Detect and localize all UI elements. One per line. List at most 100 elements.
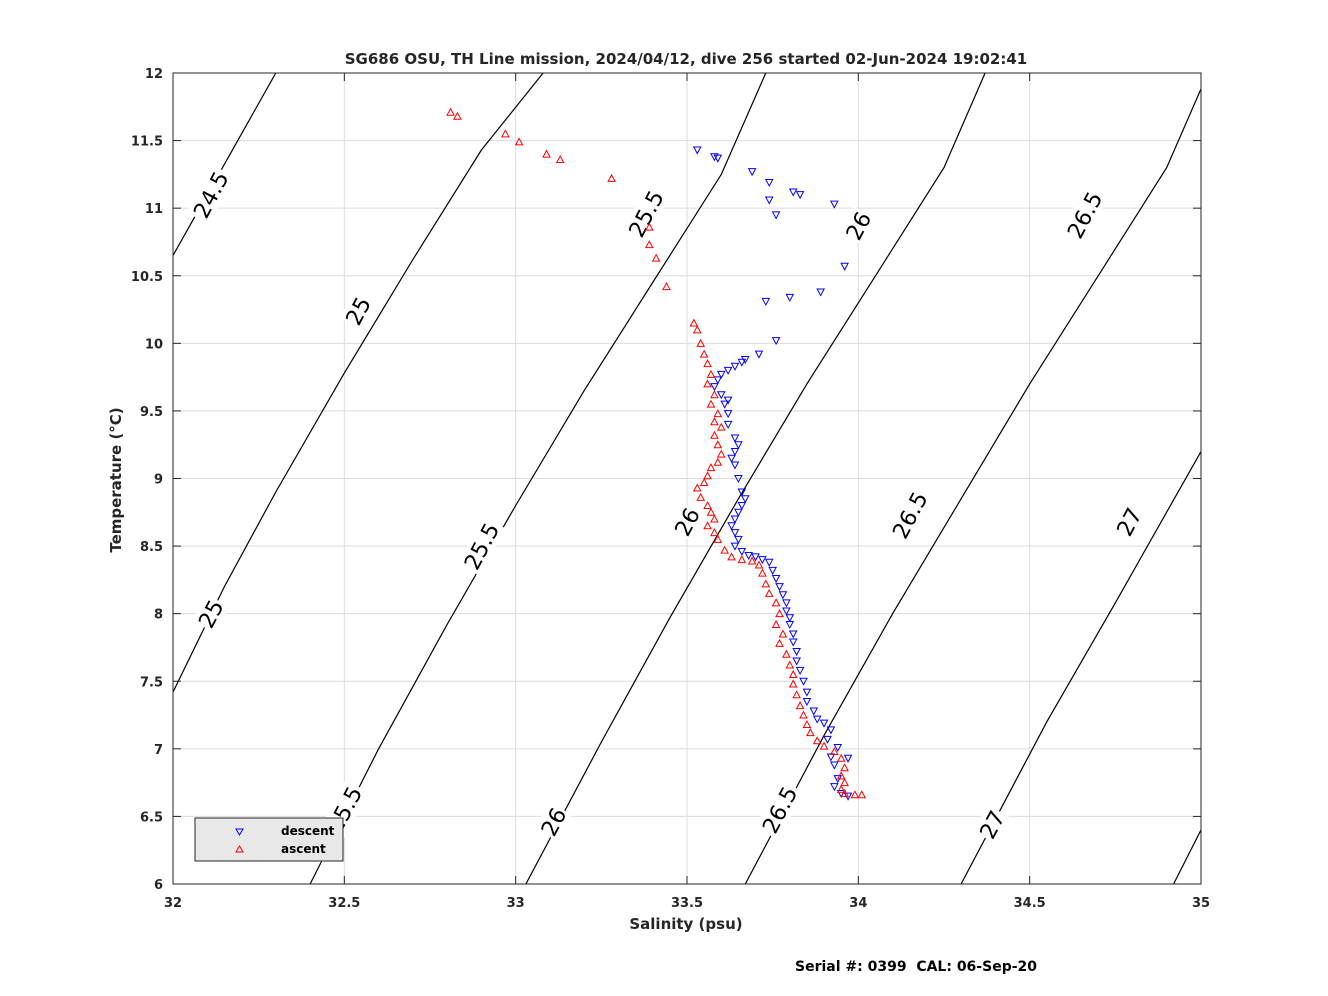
data-series	[446, 107, 867, 801]
descent-point	[737, 502, 747, 511]
ascent-point	[644, 240, 654, 249]
descent-point	[727, 522, 736, 531]
descent-point	[723, 410, 733, 419]
x-axis-label: Salinity (psu)	[629, 915, 742, 933]
ascent-point	[713, 409, 723, 418]
descent-point	[782, 607, 791, 616]
x-tick-label: 33	[507, 896, 525, 911]
chart-title: SG686 OSU, TH Line mission, 2024/04/12, …	[345, 50, 1028, 68]
descent-point	[782, 599, 791, 608]
ascent-point	[775, 638, 784, 647]
x-tick-label: 33.5	[671, 896, 703, 911]
density-contours	[173, 73, 1201, 884]
descent-point	[830, 783, 839, 792]
ascent-point	[710, 528, 719, 537]
ascent-point	[778, 629, 788, 638]
descent-point	[754, 350, 764, 359]
descent-point	[737, 488, 747, 497]
descent-point	[802, 688, 812, 697]
ascent-point	[706, 399, 716, 408]
descent-point	[788, 638, 798, 647]
density-contour-label-background	[192, 594, 230, 634]
descent-point	[761, 297, 771, 306]
descent-point	[833, 743, 843, 753]
ascent-point	[703, 521, 712, 530]
descent-point	[785, 620, 795, 630]
descent-point	[734, 475, 743, 484]
descent-point	[751, 553, 760, 562]
descent-point	[785, 614, 795, 623]
density-contour-label-background	[339, 291, 377, 331]
descent-point	[727, 454, 736, 463]
descent-point	[713, 154, 723, 163]
y-tick-label: 12	[145, 67, 163, 82]
y-tick-label: 8	[154, 608, 163, 623]
y-tick-label: 11	[145, 202, 163, 217]
descent-point	[823, 735, 832, 744]
ascent-point	[716, 422, 726, 431]
density-contour-line	[309, 73, 767, 884]
ascent-point	[754, 560, 764, 569]
descent-point	[716, 391, 726, 400]
descent-point	[734, 535, 743, 544]
descent-point	[809, 707, 819, 716]
descent-point	[792, 648, 801, 657]
ascent-point	[703, 379, 712, 388]
descent-point	[819, 719, 829, 728]
ascent-point	[453, 111, 462, 120]
descent-point	[730, 434, 740, 443]
ascent-point	[788, 679, 798, 688]
descent-point	[830, 200, 839, 209]
legend-ascent-marker	[235, 845, 244, 853]
descent-point	[710, 383, 719, 392]
ascent-point	[792, 690, 801, 699]
y-tick-label: 11.5	[131, 135, 163, 150]
ascent-point	[830, 746, 839, 756]
ascent-point	[710, 430, 719, 439]
ascent-point	[542, 149, 551, 158]
x-tick-label: 32	[164, 896, 182, 911]
y-tick-label: 9	[154, 473, 163, 488]
ascent-point	[692, 483, 702, 492]
descent-point	[826, 726, 836, 735]
ascent-point	[703, 359, 712, 368]
descent-point	[843, 754, 853, 763]
ascent-point	[771, 598, 781, 607]
y-tick-label: 6	[154, 878, 163, 893]
ascent-point	[689, 318, 699, 327]
density-contour-line	[525, 73, 986, 884]
legend-descent-label: descent	[281, 824, 335, 838]
y-tick-label: 10.5	[131, 270, 163, 285]
descent-point	[730, 515, 740, 524]
density-contour-label-background	[973, 805, 1011, 844]
ascent-point	[788, 669, 798, 678]
descent-point	[747, 168, 757, 177]
ascent-point	[857, 790, 867, 799]
serial-cal-footer: Serial #: 0399 CAL: 06-Sep-20	[795, 959, 1037, 975]
ascent-point	[840, 778, 849, 787]
descent-point	[802, 698, 812, 707]
descent-point	[812, 715, 822, 724]
ascent-point	[836, 771, 846, 780]
descent-point	[692, 146, 702, 155]
ascent-point	[795, 701, 805, 710]
ascent-point	[662, 282, 671, 291]
density-contour-label-background	[186, 164, 235, 225]
density-contour-label-background	[755, 779, 804, 840]
ascent-point	[836, 784, 846, 793]
ascent-point	[727, 552, 736, 561]
descent-point	[816, 288, 825, 297]
y-tick-label: 10	[145, 337, 163, 352]
descent-point	[840, 262, 849, 271]
axis-ticks: 32 32.5 33 33.5 34 34.5 35 6 6.5 7 7.5 8 8.5 9 9.5 10 10…	[131, 67, 1210, 911]
ascent-point	[501, 129, 510, 138]
descent-point	[775, 583, 784, 592]
x-tick-label: 32.5	[328, 896, 360, 911]
descent-point	[730, 542, 740, 551]
density-contour-label-background	[1110, 502, 1148, 542]
density-contour-line	[744, 87, 1201, 884]
ascent-point	[703, 471, 712, 480]
descent-point	[737, 547, 747, 557]
descent-point	[734, 441, 743, 450]
descent-point	[771, 337, 781, 346]
